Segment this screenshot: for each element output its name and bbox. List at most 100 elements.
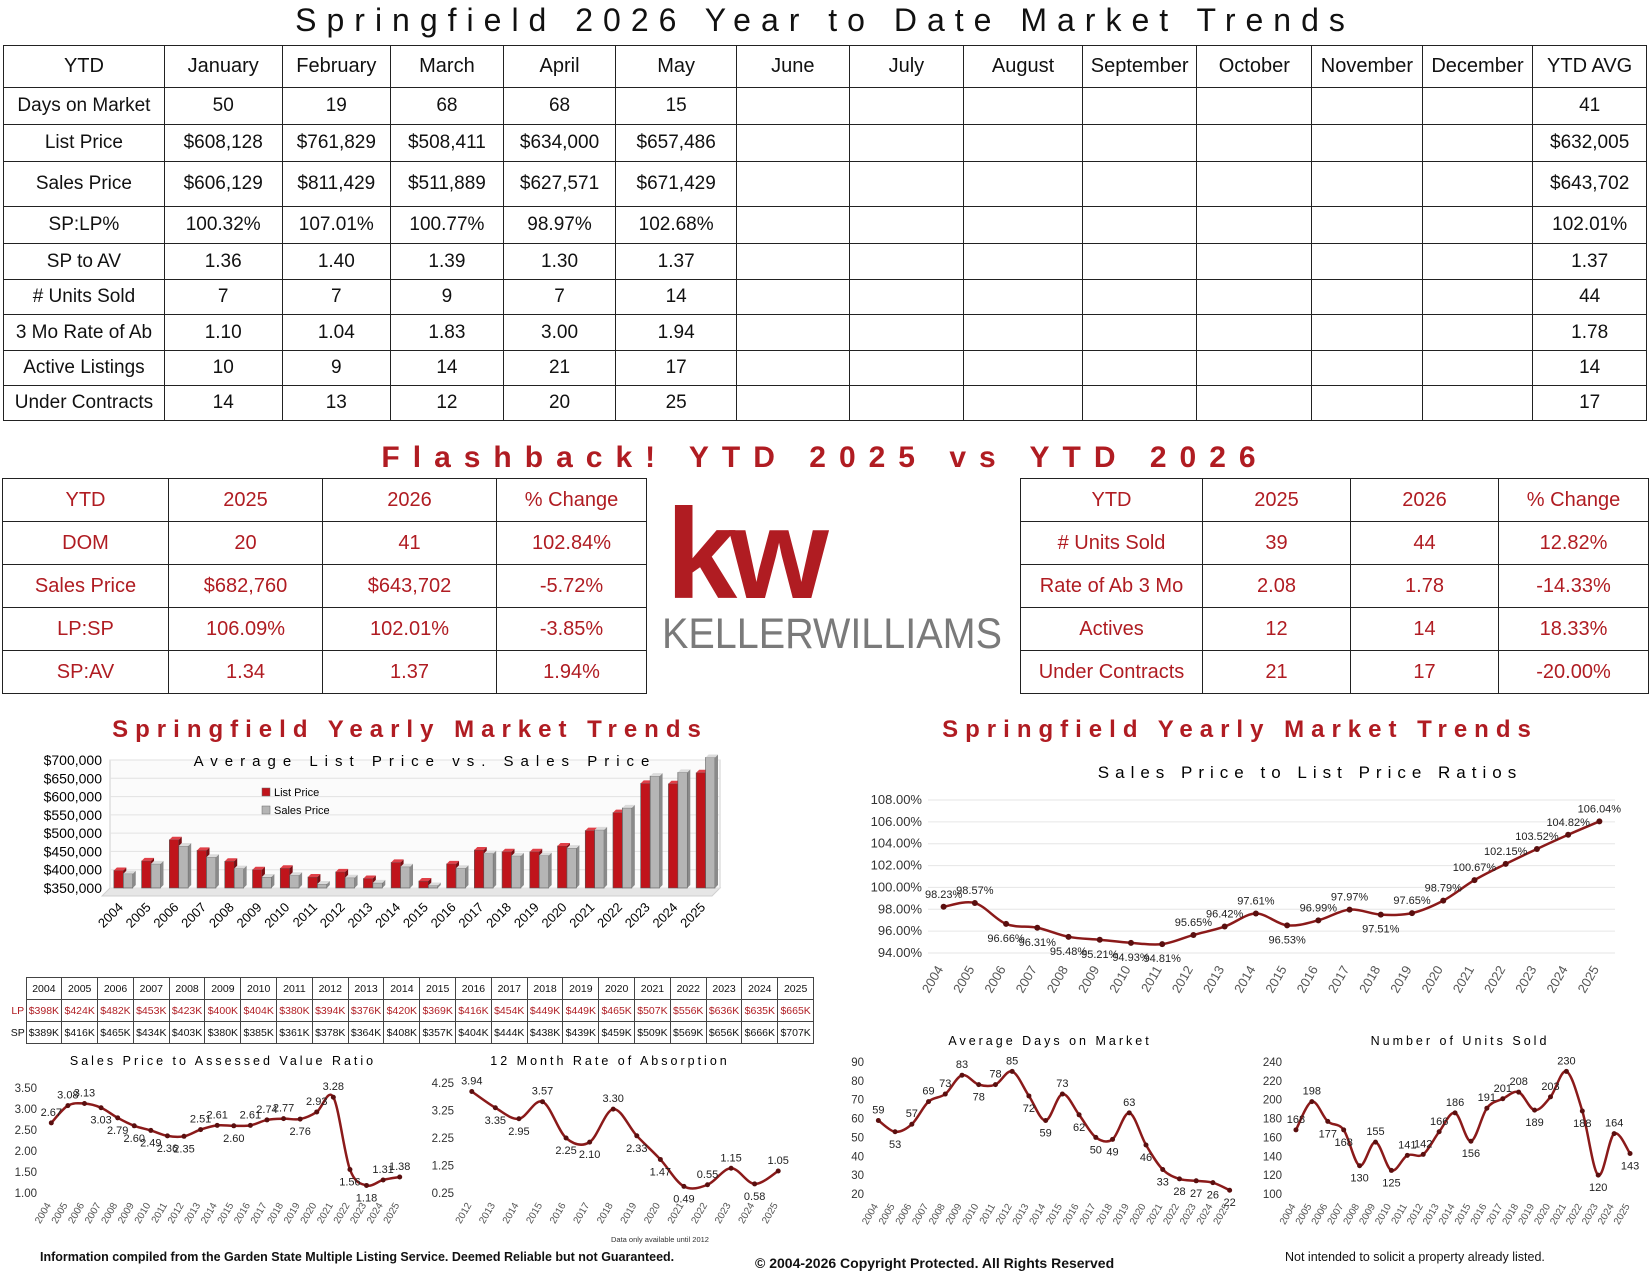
data-point [909,1121,915,1127]
table-cell: $682,760 [168,564,323,608]
table-cell: $608,128 [163,124,283,162]
data-label: 102.15% [1484,846,1528,858]
chart-title: Number of Units Sold [1371,1034,1550,1048]
x-tick-label: 2020 [1418,963,1445,996]
bar-top [557,842,570,846]
data-label: 85 [1006,1055,1018,1067]
bar-top [456,865,469,869]
y-tick-label: 180 [1263,1114,1282,1126]
y-tick-label: $400,000 [44,862,103,878]
data-label: 100.67% [1453,862,1497,874]
list-price-bar [640,783,651,889]
sp-lp-ratio-chart: Sales Price to List Price Ratios 94.00% 96… [871,763,1622,996]
data-label: 46 [1140,1152,1152,1164]
data-label: 83 [956,1059,968,1071]
list-price-bar [224,861,235,889]
table-cell [848,206,965,244]
data-label: 2.74 [256,1104,277,1116]
data-point [1059,1091,1065,1097]
lp-sp-cell: 2020 [598,977,636,1000]
bar-side [465,865,469,888]
data-label: 143 [1621,1160,1639,1172]
x-tick-label: 2012 [1169,963,1196,996]
table-cell: Rate of Ab 3 Mo [1020,564,1203,608]
table-cell [735,314,850,351]
lp-sp-cell: 2022 [669,977,707,1000]
y-tick-label: 90 [851,1057,864,1069]
lp-sp-cell: $556K [669,999,707,1022]
y-tick-label: 80 [851,1076,864,1088]
y-tick-label: 70 [851,1095,864,1107]
y-tick-label: 140 [1263,1151,1282,1163]
data-label: 230 [1557,1055,1575,1067]
data-label: 177 [1319,1128,1337,1140]
lp-sp-row-label [10,978,26,1000]
data-point [1548,1094,1553,1100]
lp-sp-row-years: 2004 2005 2006 2007 2008 2009 2010 2011 2012 2013… [10,977,815,1000]
table-cell: 20 [168,521,323,565]
bar-side [299,872,303,888]
x-tick-label: 2017 [455,900,486,931]
y-tick-label: $350,000 [44,880,103,896]
data-label: 191 [1478,1092,1496,1104]
data-label: 2.51 [190,1114,211,1126]
data-point [775,1168,781,1174]
sales-price-bar [123,873,134,889]
table-row: List Price $608,128 $761,829 $508,411 $634,0… [3,124,1647,162]
data-label: 1.31 [372,1164,393,1176]
table-cell: $511,889 [390,161,504,207]
row-label: Active Listings [3,350,165,386]
data-point [1126,1110,1132,1116]
table-cell [848,314,965,351]
lp-sp-cell: 2012 [311,977,349,1000]
lp-sp-cell: 2004 [25,977,63,1000]
y-tick-label: 20 [851,1189,864,1201]
bar-top [677,769,691,773]
plot-floor [100,887,722,897]
table-cell [963,87,1083,125]
lp-sp-cell: 2021 [634,977,671,1000]
bar-side [715,754,719,888]
x-tick-label: 2013 [477,1201,498,1226]
x-tick-label: 2016 [548,1201,569,1226]
x-tick-label: 2018 [1356,963,1383,996]
data-label: 96.99% [1300,902,1338,914]
x-tick-label: 2025 [382,1201,403,1226]
data-point [516,1116,522,1122]
table-cell: 14 [163,385,283,421]
data-label: 96.31% [1019,937,1057,949]
data-label: 96.42% [1206,909,1244,921]
data-label: 189 [1525,1117,1543,1129]
data-label: 2.33 [626,1143,647,1155]
lp-sp-row-label: SP [10,1026,25,1039]
data-label: 125 [1382,1177,1400,1189]
flashback-title: Flashback! YTD 2025 vs YTD 2026 [381,441,1269,474]
data-point [1404,1152,1410,1158]
table-cell [1311,314,1423,351]
data-point [330,1094,336,1100]
data-label: 97.97% [1331,892,1369,904]
data-label: 141 [1398,1139,1416,1151]
lp-sp-cell: 2006 [97,977,134,1000]
list-price-bar [446,863,457,889]
data-label: 95.48% [1050,946,1088,958]
data-label: 3.08 [57,1090,78,1102]
data-point [1160,1166,1166,1172]
data-point [1500,1096,1506,1102]
data-point [705,1182,710,1188]
table-cell: 14 [615,279,737,315]
data-point [587,1139,593,1145]
ytd-header-cell: January [163,45,283,88]
lp-sp-cell: $404K [240,999,278,1022]
data-point [1065,933,1072,940]
lp-sp-cell: 2017 [490,977,528,1000]
x-tick-label: 2025 [677,900,708,931]
lp-sp-cell: $361K [276,1021,313,1044]
avg-dom-chart: Average Days on Market 20 30 40 50 60 70 80 90 59… [851,1034,1236,1227]
data-point [1440,897,1447,904]
y-tick-label: 4.25 [432,1078,454,1090]
cmp-header-cell: YTD [1020,478,1203,522]
table-cell: 21 [1202,650,1351,694]
table-cell [735,243,850,280]
table-cell: $508,411 [390,124,504,162]
